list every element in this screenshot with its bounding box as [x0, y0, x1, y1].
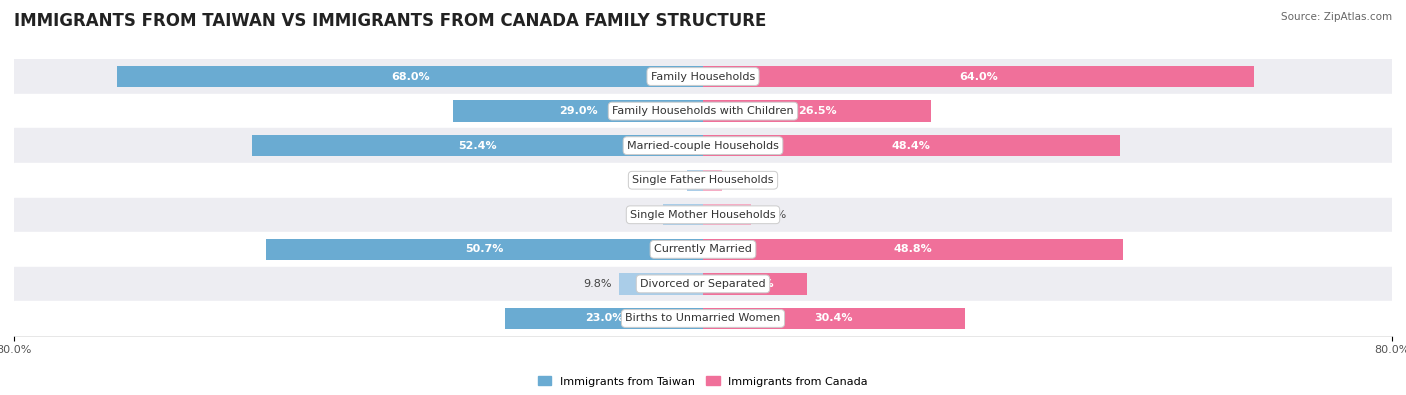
Bar: [14, 232, 1392, 267]
Text: Family Households with Children: Family Households with Children: [612, 106, 794, 116]
Text: IMMIGRANTS FROM TAIWAN VS IMMIGRANTS FROM CANADA FAMILY STRUCTURE: IMMIGRANTS FROM TAIWAN VS IMMIGRANTS FRO…: [14, 12, 766, 30]
Bar: [117, 66, 703, 87]
Bar: [14, 267, 1392, 301]
Text: Single Father Households: Single Father Households: [633, 175, 773, 185]
Text: 68.0%: 68.0%: [391, 71, 429, 81]
Text: Divorced or Separated: Divorced or Separated: [640, 279, 766, 289]
Bar: [662, 204, 703, 226]
Bar: [703, 204, 751, 226]
Bar: [14, 128, 1392, 163]
Text: 52.4%: 52.4%: [458, 141, 496, 150]
Bar: [688, 169, 703, 191]
Text: 4.7%: 4.7%: [627, 210, 655, 220]
Text: 50.7%: 50.7%: [465, 245, 503, 254]
Legend: Immigrants from Taiwan, Immigrants from Canada: Immigrants from Taiwan, Immigrants from …: [533, 372, 873, 391]
Text: Family Households: Family Households: [651, 71, 755, 81]
Text: 29.0%: 29.0%: [558, 106, 598, 116]
Bar: [266, 239, 703, 260]
Bar: [14, 163, 1392, 198]
Bar: [703, 273, 807, 295]
Text: 2.2%: 2.2%: [728, 175, 758, 185]
Bar: [14, 301, 1392, 336]
Bar: [703, 169, 721, 191]
Text: 1.8%: 1.8%: [652, 175, 681, 185]
Bar: [703, 135, 1119, 156]
Text: Currently Married: Currently Married: [654, 245, 752, 254]
Bar: [14, 59, 1392, 94]
Text: 12.1%: 12.1%: [735, 279, 775, 289]
Bar: [505, 308, 703, 329]
Text: 64.0%: 64.0%: [959, 71, 998, 81]
Bar: [453, 100, 703, 122]
Text: 9.8%: 9.8%: [583, 279, 612, 289]
Bar: [619, 273, 703, 295]
Text: Source: ZipAtlas.com: Source: ZipAtlas.com: [1281, 12, 1392, 22]
Bar: [14, 198, 1392, 232]
Text: 23.0%: 23.0%: [585, 314, 623, 324]
Text: Married-couple Households: Married-couple Households: [627, 141, 779, 150]
Bar: [14, 94, 1392, 128]
Bar: [703, 308, 965, 329]
Text: Births to Unmarried Women: Births to Unmarried Women: [626, 314, 780, 324]
Bar: [703, 239, 1123, 260]
Text: 48.4%: 48.4%: [891, 141, 931, 150]
Text: 30.4%: 30.4%: [814, 314, 853, 324]
Bar: [703, 66, 1254, 87]
Bar: [252, 135, 703, 156]
Text: 26.5%: 26.5%: [797, 106, 837, 116]
Text: Single Mother Households: Single Mother Households: [630, 210, 776, 220]
Bar: [703, 100, 931, 122]
Text: 48.8%: 48.8%: [894, 245, 932, 254]
Text: 5.6%: 5.6%: [758, 210, 786, 220]
